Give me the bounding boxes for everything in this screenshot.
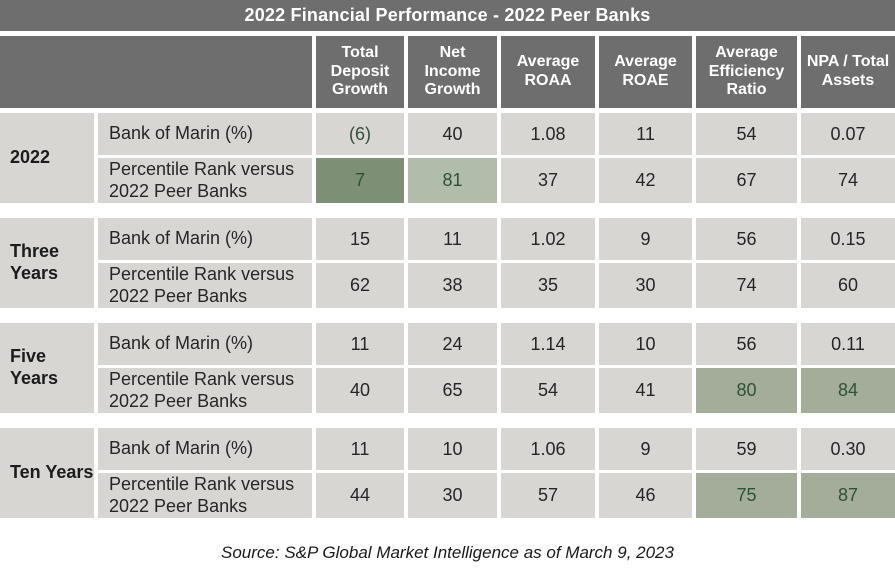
value-cell: 11	[599, 113, 692, 155]
column-header-average-roae: Average ROAE	[599, 36, 692, 108]
column-header-npa-total-assets: NPA / Total Assets	[801, 36, 895, 108]
value-cell-highlighted: 80	[696, 368, 797, 413]
row-label-percentile-rank: Percentile Rank versus 2022 Peer Banks	[98, 263, 312, 308]
value-cell: 54	[501, 368, 595, 413]
value-cell: 38	[408, 263, 497, 308]
period-section-ten-years: Ten Years Bank of Marin (%) 11 10 1.06 9…	[0, 428, 895, 518]
value-cell: 1.14	[501, 323, 595, 365]
value-cell: 35	[501, 263, 595, 308]
value-cell: 44	[316, 473, 404, 518]
value-cell: 30	[408, 473, 497, 518]
value-cell: 42	[599, 158, 692, 203]
value-cell: 67	[696, 158, 797, 203]
value-cell: 56	[696, 218, 797, 260]
source-note: Source: S&P Global Market Intelligence a…	[221, 543, 674, 562]
row-label-percentile-rank: Percentile Rank versus 2022 Peer Banks	[98, 473, 312, 518]
value-cell: 41	[599, 368, 692, 413]
value-cell: 0.07	[801, 113, 895, 155]
value-cell-highlighted: 87	[801, 473, 895, 518]
value-cell: 24	[408, 323, 497, 365]
value-cell-highlighted: 75	[696, 473, 797, 518]
row-label-bank-of-marin: Bank of Marin (%)	[98, 113, 312, 155]
period-label: Five Years	[0, 323, 94, 413]
value-cell-highlighted: 7	[316, 158, 404, 203]
row-label-bank-of-marin: Bank of Marin (%)	[98, 218, 312, 260]
value-cell: 11	[316, 323, 404, 365]
value-cell: 54	[696, 113, 797, 155]
value-cell: 11	[408, 218, 497, 260]
value-cell: 9	[599, 218, 692, 260]
value-cell: 74	[696, 263, 797, 308]
value-cell: 65	[408, 368, 497, 413]
row-label-percentile-rank: Percentile Rank versus 2022 Peer Banks	[98, 158, 312, 203]
value-cell: 40	[408, 113, 497, 155]
period-label: 2022	[0, 113, 94, 203]
value-cell: 74	[801, 158, 895, 203]
period-label: Ten Years	[0, 428, 94, 518]
value-cell: 37	[501, 158, 595, 203]
value-cell: 10	[408, 428, 497, 470]
value-cell-highlighted: 81	[408, 158, 497, 203]
value-cell: 30	[599, 263, 692, 308]
value-cell: 11	[316, 428, 404, 470]
period-section-2022: 2022 Bank of Marin (%) (6) 40 1.08 11 54…	[0, 113, 895, 203]
period-section-five-years: Five Years Bank of Marin (%) 11 24 1.14 …	[0, 323, 895, 413]
value-cell: 56	[696, 323, 797, 365]
value-cell: 46	[599, 473, 692, 518]
row-label-percentile-rank: Percentile Rank versus 2022 Peer Banks	[98, 368, 312, 413]
column-header-net-income-growth: Net Income Growth	[408, 36, 497, 108]
column-header-row: Total Deposit Growth Net Income Growth A…	[0, 36, 895, 108]
column-header-average-efficiency-ratio: Average Efficiency Ratio	[696, 36, 797, 108]
value-cell-highlighted: 84	[801, 368, 895, 413]
value-cell: 10	[599, 323, 692, 365]
value-cell: 0.15	[801, 218, 895, 260]
value-cell: 57	[501, 473, 595, 518]
value-cell: 62	[316, 263, 404, 308]
period-section-three-years: Three Years Bank of Marin (%) 15 11 1.02…	[0, 218, 895, 308]
value-cell: 59	[696, 428, 797, 470]
value-cell: 40	[316, 368, 404, 413]
value-cell: 1.06	[501, 428, 595, 470]
value-cell: 0.11	[801, 323, 895, 365]
value-cell: 1.08	[501, 113, 595, 155]
header-corner-blank	[0, 36, 312, 108]
column-header-total-deposit-growth: Total Deposit Growth	[316, 36, 404, 108]
column-header-average-roaa: Average ROAA	[501, 36, 595, 108]
value-cell: 9	[599, 428, 692, 470]
period-label: Three Years	[0, 218, 94, 308]
row-label-bank-of-marin: Bank of Marin (%)	[98, 323, 312, 365]
value-cell: 0.30	[801, 428, 895, 470]
table-title: 2022 Financial Performance - 2022 Peer B…	[0, 0, 895, 31]
row-label-bank-of-marin: Bank of Marin (%)	[98, 428, 312, 470]
value-cell: 1.02	[501, 218, 595, 260]
value-cell: 60	[801, 263, 895, 308]
value-cell: (6)	[316, 113, 404, 155]
value-cell: 15	[316, 218, 404, 260]
